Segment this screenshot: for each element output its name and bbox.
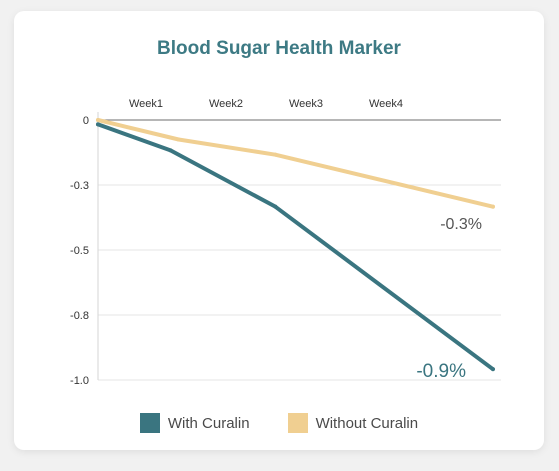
data-point-with-curalin [96, 122, 100, 127]
x-tick-label: Week1 [129, 98, 163, 110]
chart-card: Blood Sugar Health Marker 0 -0.3 -0.5 -0.8 -… [14, 11, 544, 450]
series-line-with-curalin [96, 122, 495, 372]
y-tick-label: -0.8 [70, 310, 89, 322]
line-chart: 0 -0.3 -0.5 -0.8 -1.0 Week1 Week2 Week3 Week4 -0.… [70, 98, 501, 387]
series-line-without-curalin [96, 118, 495, 209]
data-point-without-curalin [273, 152, 278, 157]
y-tick-label: -1.0 [70, 375, 89, 387]
data-point-without-curalin [490, 204, 495, 209]
x-tick-label: Week3 [289, 98, 323, 110]
y-tick-label: -0.5 [70, 245, 89, 257]
x-tick-label: Week4 [369, 98, 403, 110]
data-point-with-curalin [273, 204, 278, 209]
y-tick-label: -0.3 [70, 180, 89, 192]
data-point-without-curalin [176, 137, 181, 142]
legend-swatch-without-curalin [287, 413, 308, 433]
legend-label-without-curalin: Without Curalin [315, 414, 419, 432]
data-point-without-curalin [96, 118, 100, 122]
legend-item-without-curalin[interactable]: Without Curalin [287, 413, 419, 433]
y-tick-label: 0 [83, 115, 89, 127]
end-value-label: -0.9% [416, 361, 466, 382]
chart-title: Blood Sugar Health Marker [157, 38, 401, 59]
legend-swatch-with-curalin [139, 413, 160, 433]
data-point-with-curalin [490, 367, 495, 372]
x-tick-label: Week2 [209, 98, 243, 110]
end-value-label: -0.3% [440, 216, 482, 233]
data-point-with-curalin [168, 148, 173, 153]
legend-item-with-curalin[interactable]: With Curalin [139, 413, 250, 433]
legend-label-with-curalin: With Curalin [167, 414, 250, 432]
legend: With Curalin Without Curalin [14, 413, 544, 433]
